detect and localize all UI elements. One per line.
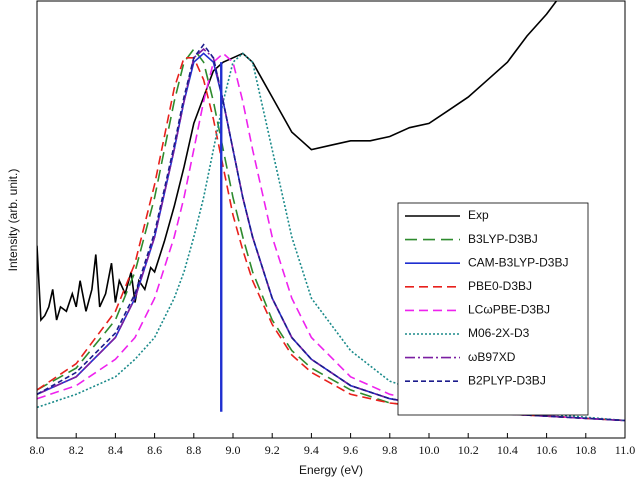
x-tick-label: 8.4 [108, 443, 123, 457]
x-tick-label: 9.2 [265, 443, 280, 457]
series-line [37, 1, 558, 322]
x-tick-label: 10.8 [575, 443, 596, 457]
series-line [37, 52, 625, 422]
y-axis-label: Intensity (arb. unit.) [6, 169, 20, 272]
series-line [37, 48, 625, 422]
x-tick-label: 9.0 [226, 443, 241, 457]
legend-label: B2PLYP-D3BJ [468, 373, 546, 387]
x-axis-label: Energy (eV) [299, 463, 363, 477]
x-tick-label: 10.4 [497, 443, 518, 457]
x-tick-label: 8.2 [69, 443, 84, 457]
x-tick-label: 8.6 [147, 443, 162, 457]
legend-label: M06-2X-D3 [468, 326, 530, 340]
x-tick-label: 8.8 [186, 443, 201, 457]
plot-frame [36, 0, 626, 439]
legend-label: CAM-B3LYP-D3BJ [468, 255, 568, 269]
plot-area [37, 1, 625, 422]
series-line [37, 57, 625, 422]
legend-label: B3LYP-D3BJ [468, 232, 538, 246]
series-line [37, 47, 625, 422]
legend-label: LCωPBE-D3BJ [468, 303, 550, 317]
x-tick-label: 11.0 [615, 443, 636, 457]
legend-label: Exp [468, 208, 489, 222]
x-tick-label: 10.6 [536, 443, 557, 457]
legend-box [397, 202, 589, 416]
legend-label: ωB97XD [468, 350, 516, 364]
x-tick-label: 9.8 [382, 443, 397, 457]
x-tick-label: 9.4 [304, 443, 319, 457]
legend-label: PBE0-D3BJ [468, 279, 532, 293]
series-line [37, 52, 625, 422]
x-tick-label: 8.0 [30, 443, 45, 457]
x-tick-label: 10.2 [458, 443, 479, 457]
series-line [37, 43, 625, 422]
x-tick-label: 9.6 [343, 443, 358, 457]
x-tick-label: 10.0 [419, 443, 440, 457]
